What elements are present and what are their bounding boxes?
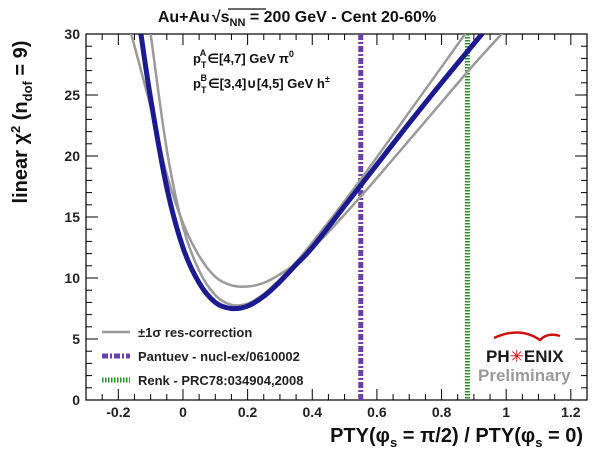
logo-preliminary: Preliminary [478, 366, 571, 385]
annotation-line-2: pTB∈[3,4]∪[4,5] GeV h± [193, 73, 330, 95]
chi2-curves [130, 34, 504, 312]
y-axis-title: linear χ2 (ndof = 9) [8, 41, 35, 204]
y-tick-label: 10 [64, 270, 80, 286]
y-tick-label: 15 [64, 209, 80, 225]
x-tick-label: 1 [502, 404, 510, 420]
x-axis-ticks: -0.2 0 0.2 0.4 0.6 0.8 1 1.2 [101, 34, 581, 420]
x-tick-label: 1.2 [561, 404, 581, 420]
kinematics-annotation: pTA∈[4,7] GeV π0 pTB∈[3,4]∪[4,5] GeV h± [193, 48, 330, 95]
x-tick-label: 0 [179, 404, 187, 420]
y-tick-label: 30 [64, 26, 80, 42]
logo-name: PH✳ENIX [486, 347, 564, 366]
annotation-line-1: pTA∈[4,7] GeV π0 [193, 48, 294, 70]
x-tick-label: 0.4 [303, 404, 323, 420]
y-tick-label: 20 [64, 148, 80, 164]
legend-label-res-correction: ±1σ res-correction [138, 325, 252, 340]
chart-title: Au+Au √sNN = 200 GeV - Cent 20-60% [158, 9, 436, 29]
y-axis-ticks: 0 5 10 15 20 25 30 [64, 26, 587, 408]
phenix-logo: PH✳ENIX Preliminary [478, 331, 571, 385]
sqrt-symbol: √ [212, 9, 221, 26]
legend-label-renk: Renk - PRC78:034904,2008 [138, 373, 304, 388]
y-tick-label: 25 [64, 87, 80, 103]
phenix-bird-icon [493, 331, 561, 342]
logo-star-icon: ✳ [510, 347, 524, 366]
reference-lines [358, 34, 470, 400]
x-tick-label: -0.2 [106, 404, 130, 420]
x-tick-label: 0.8 [432, 404, 452, 420]
legend: ±1σ res-correction Pantuev - nucl-ex/061… [102, 325, 304, 388]
x-tick-label: 0.2 [238, 404, 258, 420]
legend-label-pantuev: Pantuev - nucl-ex/0610002 [138, 349, 300, 364]
y-tick-label: 5 [72, 331, 80, 347]
x-tick-label: 0.6 [367, 404, 387, 420]
y-tick-label: 0 [72, 392, 80, 408]
upper-band-curve [130, 34, 504, 289]
central-curve [138, 34, 486, 312]
x-axis-title: PTY(φs = π/2) / PTY(φs = 0) [330, 425, 583, 450]
